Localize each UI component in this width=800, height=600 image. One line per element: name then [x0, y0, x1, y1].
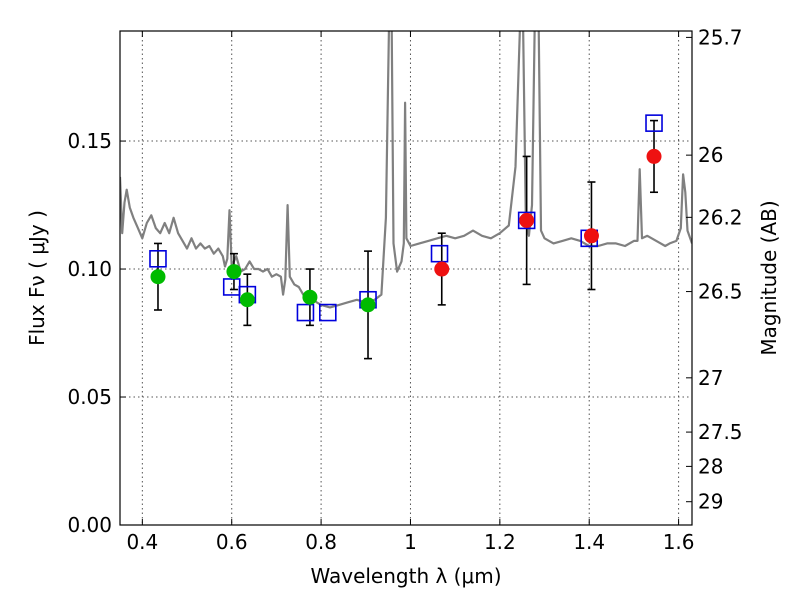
- model-photometry-point: [296, 303, 315, 322]
- data-layer: [120, 31, 692, 360]
- observed-optical-point: [239, 292, 255, 308]
- y2-tick-label: 27: [698, 366, 723, 390]
- observed-optical-point: [302, 289, 318, 305]
- y-tick-label: 0.10: [67, 257, 112, 281]
- x-tick-label: 0.8: [305, 530, 337, 554]
- y-tick-label: 0.00: [67, 513, 112, 537]
- observed-optical-point: [360, 297, 376, 313]
- y2-tick-label: 26: [698, 143, 723, 167]
- x-tick-label: 0.4: [126, 530, 158, 554]
- y2-tick-label: 26.5: [698, 280, 743, 304]
- model-photometry-point: [149, 250, 167, 268]
- y2-tick-label: 26.2: [698, 205, 743, 229]
- observed-optical-point: [150, 269, 166, 285]
- y-axis-title: Flux Fν ( μJy ): [25, 210, 49, 346]
- ticks: 0.4 0.6 0.8 1 1.2 1.4 1.6 0.00 0.05 0.10 0.15 25.7 2…: [67, 25, 742, 554]
- observed-infrared-point: [583, 228, 599, 244]
- observed-infrared-point: [434, 261, 450, 277]
- model-photometry-point: [318, 303, 337, 322]
- x-tick-label: 1.2: [484, 530, 516, 554]
- observed-infrared-point: [646, 148, 662, 164]
- x-tick-label: 1.4: [573, 530, 605, 554]
- x-axis-title: Wavelength λ (μm): [310, 564, 501, 588]
- grid: [120, 31, 692, 525]
- x-tick-label: 1.6: [663, 530, 695, 554]
- plot-area: [120, 31, 692, 360]
- y-tick-label: 0.05: [67, 385, 112, 409]
- y2-tick-label: 29: [698, 490, 723, 514]
- model-photometry-point: [645, 114, 663, 132]
- x-tick-label: 0.6: [216, 530, 248, 554]
- model-photometry-point: [517, 211, 536, 230]
- y2-axis-title: Magnitude (AB): [757, 200, 781, 355]
- model-spectrum-line: [120, 31, 692, 309]
- y2-tick-label: 28: [698, 454, 723, 478]
- x-tick-label: 1: [404, 530, 417, 554]
- y-tick-label: 0.15: [67, 129, 112, 153]
- y2-tick-label: 25.7: [698, 25, 743, 49]
- model-photometry-point: [430, 244, 449, 263]
- observed-optical-point: [226, 264, 242, 280]
- observed-infrared-point: [519, 212, 535, 228]
- y2-tick-label: 27.5: [698, 420, 743, 444]
- plot-frame: [119, 30, 693, 526]
